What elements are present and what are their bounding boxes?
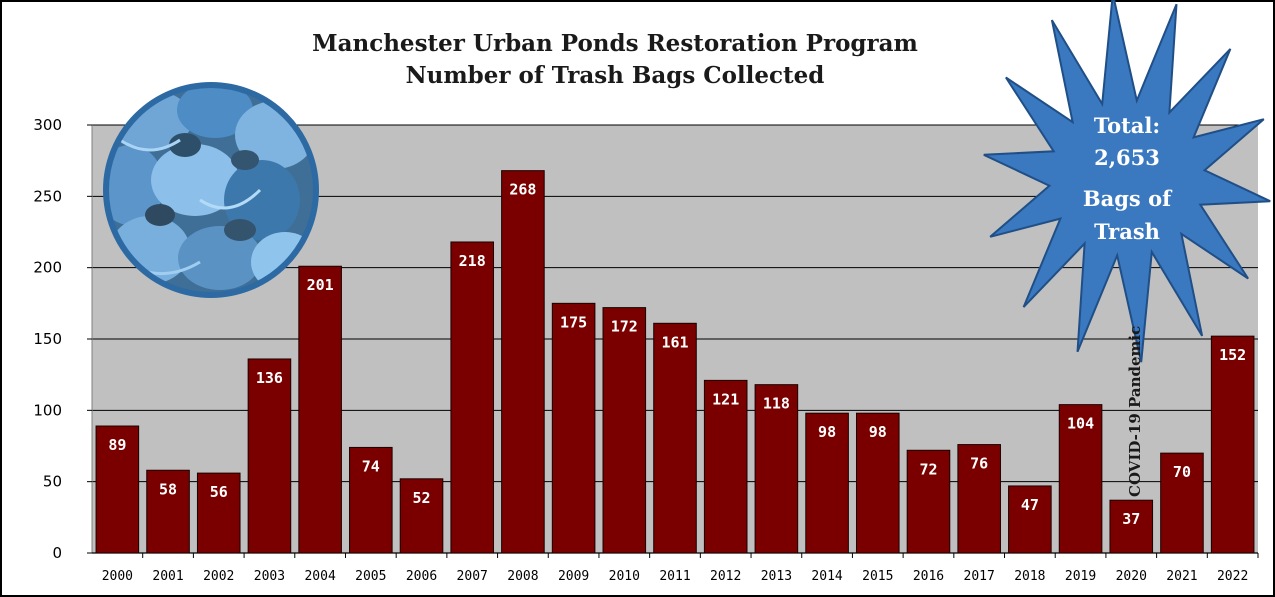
x-tick-label: 2003 [254,569,285,584]
x-tick-label: 2001 [152,569,183,584]
bar-value-label: 70 [1173,463,1191,481]
x-tick-label: 2007 [457,569,488,584]
bar-value-label: 201 [307,276,334,294]
bar-value-label: 89 [108,436,126,454]
bar-value-label: 172 [611,318,638,336]
bar [551,302,596,554]
bar [855,412,900,554]
y-tick-label: 50 [43,473,62,491]
chart-subtitle: Number of Trash Bags Collected [406,62,825,89]
star-line-4: Trash [1094,219,1160,244]
bar [450,241,495,554]
bar-value-label: 118 [763,395,790,413]
x-tick-label: 2014 [811,569,842,584]
bar [247,358,292,554]
y-tick-label: 200 [33,259,62,277]
bar [957,444,1001,554]
bar-labels: 89 58 56 136 201 74 52 218 268 175 172 161 121 118 98 9… [108,181,1246,529]
trash-bags-photo [103,82,319,298]
x-tick-label: 2018 [1014,569,1045,584]
bar [1058,404,1103,554]
x-tick-label: 2016 [913,569,944,584]
bar-value-label: 74 [362,457,380,475]
bar [1109,499,1154,554]
star-shape [983,0,1271,363]
total-star-callout: Total: 2,653 Bags of Trash [983,0,1271,363]
bar [95,425,140,554]
bar [298,265,342,554]
bar-value-label: 76 [970,455,988,473]
star-line-3: Bags of [1083,186,1173,211]
bar-value-label: 218 [459,252,486,270]
bar [906,449,951,554]
chart-title: Manchester Urban Ponds Restoration Progr… [312,30,918,57]
bar-value-label: 72 [919,460,937,478]
x-tick-label: 2010 [609,569,640,584]
x-tick-label: 2002 [203,569,234,584]
y-tick-label: 0 [52,544,62,562]
bar [501,170,545,554]
x-tick-label: 2022 [1217,569,1248,584]
bar-value-label: 47 [1021,496,1039,514]
bar [349,446,393,554]
x-tick-label: 2012 [710,569,741,584]
y-tick-label: 250 [33,187,62,205]
bars [95,170,1255,554]
bar [805,412,849,554]
bar-value-label: 104 [1067,415,1094,433]
x-tick-label: 2008 [507,569,538,584]
bar-value-label: 58 [159,480,177,498]
x-tick-label: 2021 [1166,569,1197,584]
x-tick-label: 2017 [964,569,995,584]
bar [1210,335,1255,554]
x-tick-label: 2011 [659,569,690,584]
x-tick-label: 2015 [862,569,893,584]
x-tick-label: 2019 [1065,569,1096,584]
bar-value-label: 152 [1219,346,1246,364]
bar-value-label: 121 [712,390,739,408]
y-tick-label: 100 [33,401,62,419]
x-tick-label: 2009 [558,569,589,584]
star-line-2: 2,653 [1094,145,1160,170]
x-axis-ticks: 2000 2001 2002 2003 2004 2005 2006 2007 2008 2009… [102,553,1259,584]
x-tick-label: 2000 [102,569,133,584]
star-line-1: Total: [1094,113,1160,138]
bar-value-label: 56 [210,483,228,501]
bar-value-label: 268 [509,181,536,199]
bar-value-label: 98 [818,423,836,441]
bar-value-label: 37 [1122,510,1140,528]
bar [146,469,190,554]
bar [1008,485,1052,554]
bar [602,307,647,554]
bar [653,322,697,554]
bar-value-label: 98 [869,423,887,441]
y-tick-label: 150 [33,330,62,348]
x-tick-label: 2013 [761,569,792,584]
bar [399,478,444,554]
bar [1160,452,1204,554]
x-tick-label: 2004 [304,569,335,584]
y-tick-label: 300 [33,116,62,134]
x-tick-label: 2006 [406,569,437,584]
bar-value-label: 136 [256,369,283,387]
bar [754,384,799,554]
bar-value-label: 52 [412,489,430,507]
bar [703,379,748,554]
y-axis-ticks: 0 50 100 150 200 250 300 [33,116,92,562]
bar-value-label: 161 [661,333,688,351]
x-tick-label: 2005 [355,569,386,584]
covid-annotation: COVID-19 Pandemic [1126,326,1144,497]
bar [196,472,241,554]
x-tick-label: 2020 [1116,569,1147,584]
bar-value-label: 175 [560,313,587,331]
